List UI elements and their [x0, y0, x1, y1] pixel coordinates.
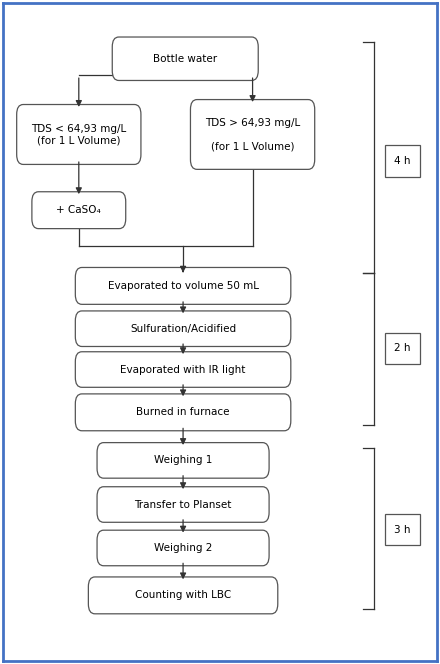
FancyBboxPatch shape: [112, 37, 258, 80]
Text: Bottle water: Bottle water: [153, 54, 217, 64]
FancyBboxPatch shape: [32, 192, 126, 228]
FancyBboxPatch shape: [88, 577, 278, 614]
Text: Weighing 2: Weighing 2: [154, 543, 212, 553]
Text: TDS < 64,93 mg/L
(for 1 L Volume): TDS < 64,93 mg/L (for 1 L Volume): [31, 124, 126, 145]
Text: Sulfuration/Acidified: Sulfuration/Acidified: [130, 324, 236, 334]
FancyBboxPatch shape: [97, 530, 269, 566]
Text: Burned in furnace: Burned in furnace: [136, 407, 230, 418]
Text: Counting with LBC: Counting with LBC: [135, 590, 231, 600]
FancyBboxPatch shape: [75, 352, 291, 387]
FancyBboxPatch shape: [97, 487, 269, 523]
Text: Evaporated to volume 50 mL: Evaporated to volume 50 mL: [107, 281, 259, 291]
Text: 2 h: 2 h: [394, 343, 411, 353]
FancyBboxPatch shape: [385, 145, 420, 177]
FancyBboxPatch shape: [75, 311, 291, 347]
Text: + CaSO₄: + CaSO₄: [56, 205, 101, 215]
FancyBboxPatch shape: [75, 268, 291, 304]
FancyBboxPatch shape: [17, 104, 141, 165]
Text: 3 h: 3 h: [394, 525, 411, 535]
FancyBboxPatch shape: [75, 394, 291, 431]
Text: Transfer to Planset: Transfer to Planset: [134, 499, 232, 509]
FancyBboxPatch shape: [97, 443, 269, 478]
FancyBboxPatch shape: [191, 100, 315, 169]
Text: Weighing 1: Weighing 1: [154, 456, 212, 465]
Text: TDS > 64,93 mg/L

(for 1 L Volume): TDS > 64,93 mg/L (for 1 L Volume): [205, 118, 300, 151]
Text: Evaporated with IR light: Evaporated with IR light: [121, 365, 246, 374]
FancyBboxPatch shape: [385, 333, 420, 365]
FancyBboxPatch shape: [385, 514, 420, 545]
Text: 4 h: 4 h: [394, 156, 411, 166]
